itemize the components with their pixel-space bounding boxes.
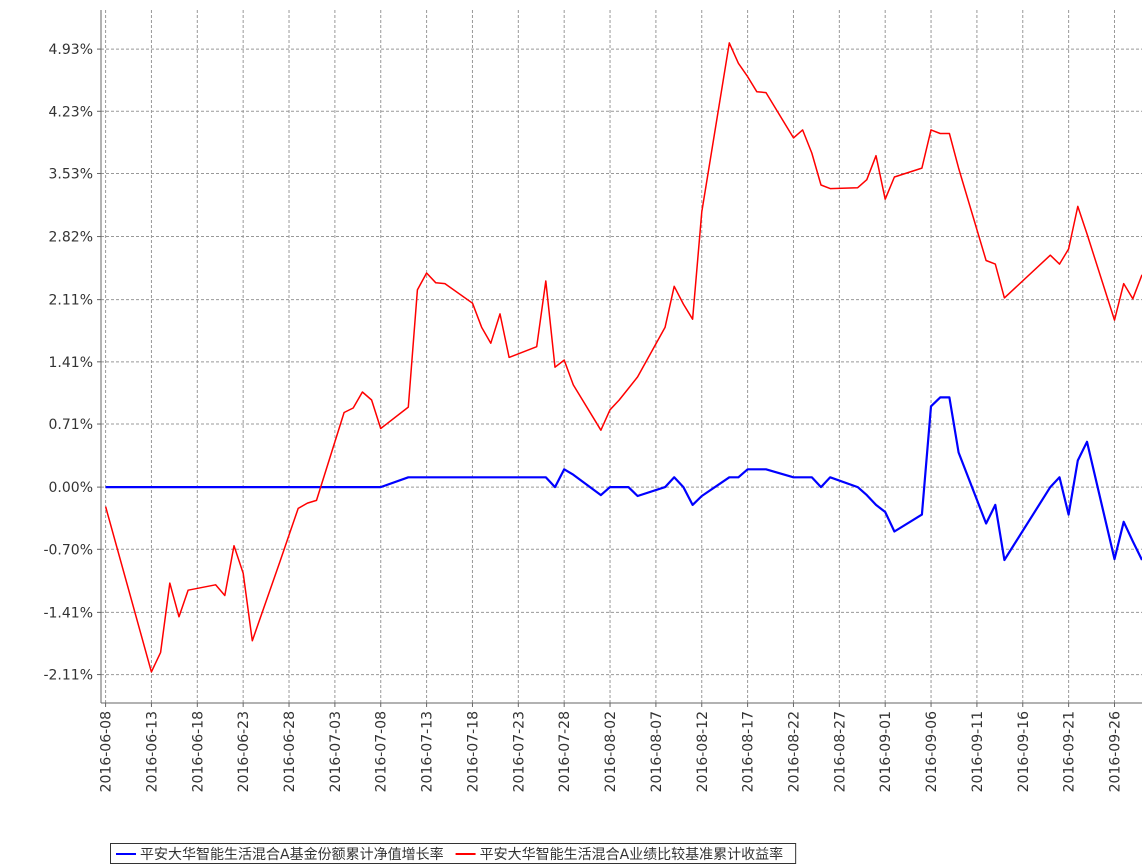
x-tick-label: 2016-08-27 — [832, 711, 848, 792]
x-tick-label: 2016-06-18 — [190, 711, 206, 792]
legend-label: 平安大华智能生活混合A业绩比较基准累计收益率 — [480, 846, 784, 863]
legend: 平安大华智能生活混合A基金份额累计净值增长率 平安大华智能生活混合A业绩比较基准累… — [110, 843, 797, 864]
y-tick-label: -0.70% — [43, 542, 93, 558]
y-tick-label: 1.41% — [49, 355, 93, 371]
y-tick-label: 4.23% — [49, 104, 93, 120]
x-tick-label: 2016-09-16 — [1016, 711, 1032, 792]
y-tick-label: -2.11% — [43, 668, 93, 684]
x-tick-label: 2016-08-07 — [649, 711, 665, 792]
y-tick-label: 0.71% — [49, 417, 93, 433]
x-tick-label: 2016-08-17 — [741, 711, 757, 792]
legend-label: 平安大华智能生活混合A基金份额累计净值增长率 — [140, 846, 444, 863]
x-tick-label: 2016-09-01 — [878, 711, 894, 792]
x-tick-label: 2016-08-12 — [695, 711, 711, 792]
y-tick-label: 4.93% — [49, 42, 93, 58]
x-tick-label: 2016-06-28 — [282, 711, 298, 792]
x-tick-label: 2016-08-02 — [603, 711, 619, 792]
x-tick-label: 2016-09-26 — [1107, 711, 1123, 792]
x-tick-label: 2016-09-21 — [1062, 711, 1078, 792]
series-line — [104, 42, 1142, 673]
x-tick-label: 2016-06-13 — [144, 711, 160, 792]
x-tick-label: 2016-08-22 — [786, 711, 802, 792]
x-tick-label: 2016-07-13 — [420, 711, 436, 792]
x-tick-label: 2016-09-11 — [970, 711, 986, 792]
y-tick-label: 0.00% — [49, 480, 93, 496]
legend-box — [110, 843, 797, 864]
y-tick-label: -1.41% — [43, 605, 93, 621]
plot-area — [101, 10, 1142, 703]
x-tick-label: 2016-07-28 — [557, 711, 573, 792]
y-tick-label: 3.53% — [49, 166, 93, 182]
y-tick-label: 2.82% — [49, 230, 93, 246]
x-tick-label: 2016-06-08 — [99, 711, 115, 792]
x-tick-label: 2016-09-06 — [924, 711, 940, 792]
x-tick-label: 2016-07-08 — [374, 711, 390, 792]
x-tick-label: 2016-07-03 — [328, 711, 344, 792]
x-tick-label: 2016-06-23 — [236, 711, 252, 792]
x-tick-label: 2016-07-23 — [511, 711, 527, 792]
x-tick-label: 2016-07-18 — [465, 711, 481, 792]
y-tick-label: 2.11% — [49, 293, 93, 309]
series-line — [105, 396, 1142, 562]
